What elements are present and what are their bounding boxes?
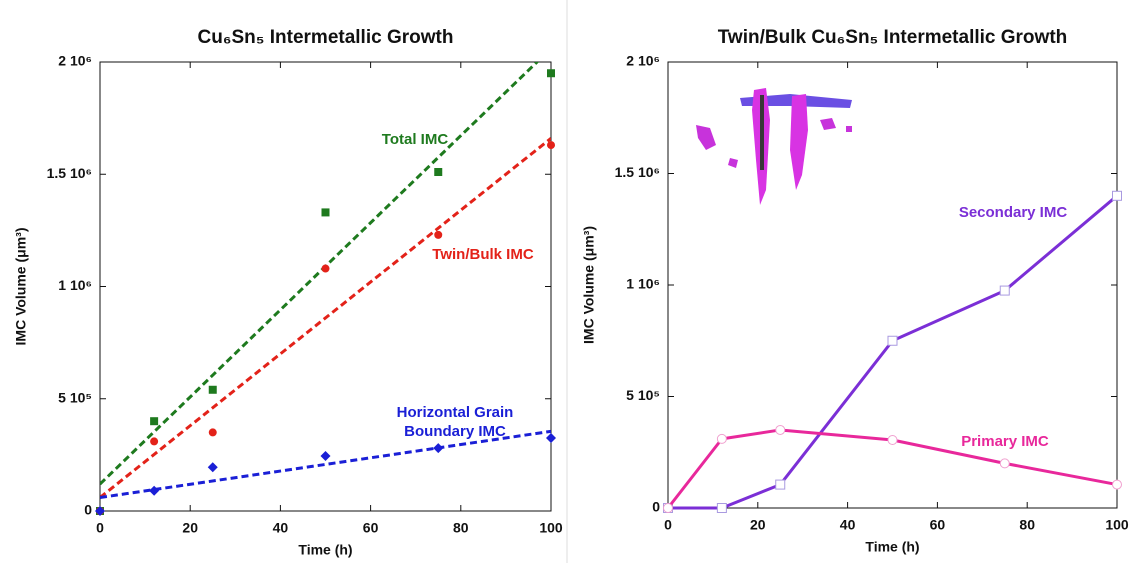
y-tick-label: 1 10⁶ <box>58 277 92 293</box>
series-line <box>668 196 1117 508</box>
marker <box>1000 286 1009 295</box>
marker <box>888 435 897 444</box>
y-tick-label: 1 10⁶ <box>626 276 660 292</box>
charts: Cu₆Sn₅ Intermetallic Growth Time (h) IMC V… <box>0 0 1135 563</box>
x-tick-label: 80 <box>1019 517 1035 533</box>
x-tick-label: 80 <box>453 520 469 536</box>
marker <box>547 69 555 77</box>
y-tick-label: 5 10⁵ <box>58 389 92 405</box>
x-axis-label: Time (h) <box>865 539 919 555</box>
marker <box>434 231 442 239</box>
marker <box>150 417 158 425</box>
marker <box>776 425 785 434</box>
inset-render <box>696 88 852 205</box>
x-tick-label: 60 <box>930 517 946 533</box>
marker <box>433 443 443 453</box>
marker <box>208 462 218 472</box>
series-label: Total IMC <box>340 130 490 149</box>
x-axis-label: Time (h) <box>298 542 352 558</box>
marker <box>664 504 673 513</box>
series-label: Horizontal Grain Boundary IMC <box>380 403 530 441</box>
marker <box>1000 459 1009 468</box>
marker <box>434 168 442 176</box>
y-axis-label: IMC Volume (μm³) <box>581 226 597 344</box>
marker <box>322 265 330 273</box>
marker <box>321 451 331 461</box>
trend-line <box>100 431 551 497</box>
marker <box>717 434 726 443</box>
marker <box>209 428 217 436</box>
marker <box>149 486 159 496</box>
series-label: Secondary IMC <box>938 203 1088 222</box>
x-tick-label: 60 <box>363 520 379 536</box>
y-axis-label: IMC Volume (μm³) <box>13 228 29 346</box>
marker <box>888 336 897 345</box>
trend-line <box>100 138 551 497</box>
chart-title: Cu₆Sn₅ Intermetallic Growth <box>198 27 454 48</box>
marker <box>322 208 330 216</box>
x-tick-label: 0 <box>96 520 104 536</box>
marker <box>546 433 556 443</box>
marker <box>1113 191 1122 200</box>
x-tick-label: 20 <box>182 520 198 536</box>
x-tick-label: 0 <box>664 517 672 533</box>
marker <box>547 141 555 149</box>
x-tick-label: 40 <box>273 520 289 536</box>
series-label: Twin/Bulk IMC <box>408 245 558 264</box>
chart-title: Twin/Bulk Cu₆Sn₅ Intermetallic Growth <box>718 27 1068 48</box>
marker <box>776 480 785 489</box>
x-tick-label: 40 <box>840 517 856 533</box>
y-tick-label: 0 <box>652 499 660 515</box>
y-tick-label: 2 10⁶ <box>626 53 660 69</box>
x-tick-label: 100 <box>539 520 563 536</box>
marker <box>150 437 158 445</box>
marker <box>209 386 217 394</box>
page: Cu₆Sn₅ Intermetallic Growth Time (h) IMC V… <box>0 0 1135 563</box>
x-tick-label: 100 <box>1105 517 1129 533</box>
y-tick-label: 1.5 10⁶ <box>47 165 92 181</box>
y-tick-label: 0 <box>84 502 92 518</box>
y-tick-label: 5 10⁵ <box>626 387 660 403</box>
marker <box>1113 480 1122 489</box>
series-label: Primary IMC <box>930 432 1080 451</box>
marker <box>717 504 726 513</box>
y-tick-label: 2 10⁶ <box>58 53 92 69</box>
y-tick-label: 1.5 10⁶ <box>615 164 660 180</box>
x-tick-label: 20 <box>750 517 766 533</box>
